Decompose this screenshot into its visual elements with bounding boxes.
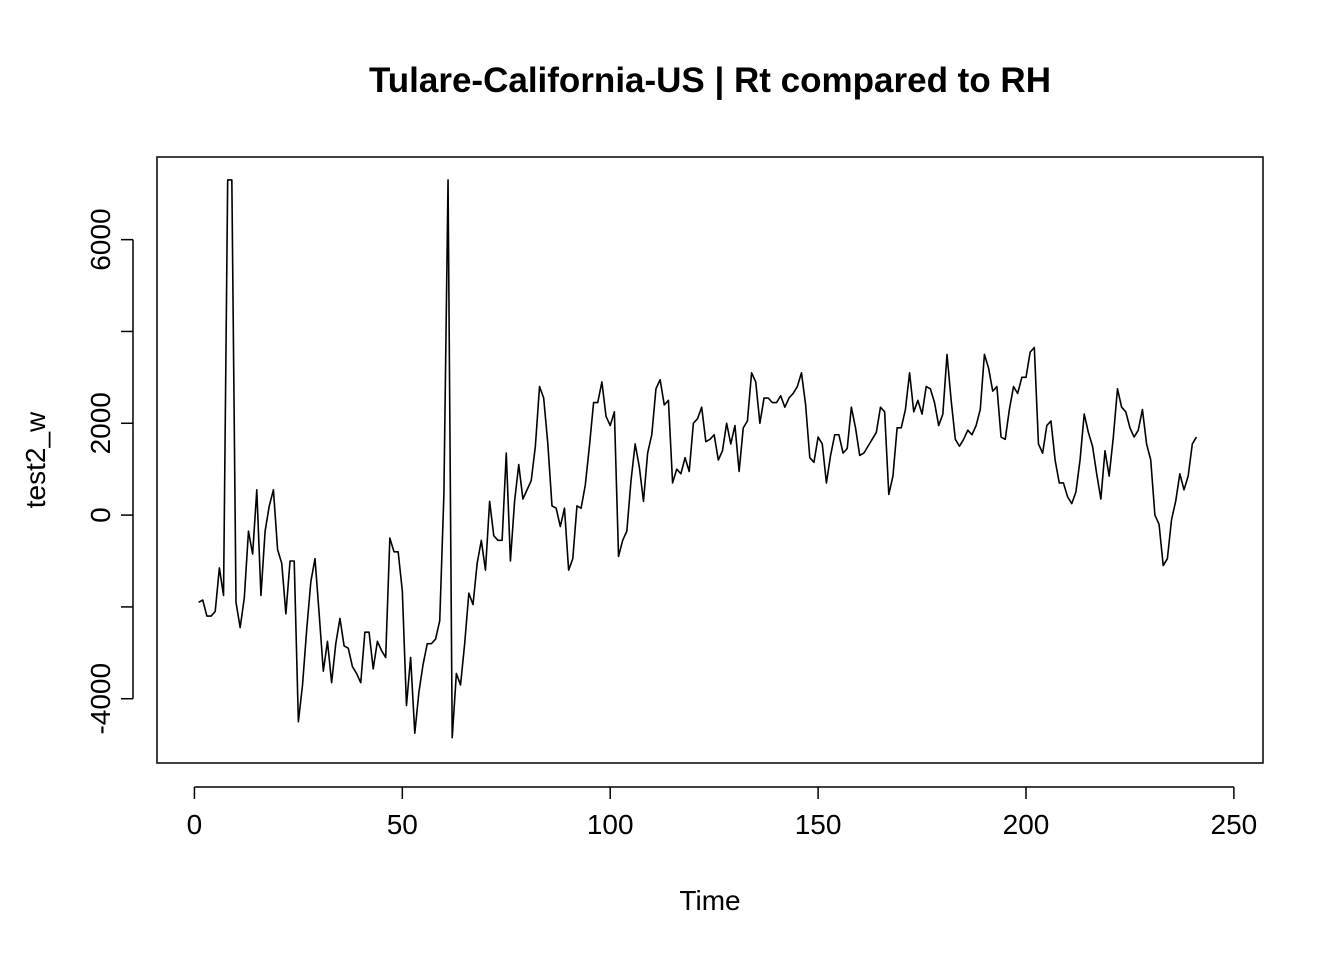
plot-frame xyxy=(156,156,1264,764)
y-tick-label: 2000 xyxy=(85,392,116,454)
chart-title: Tulare-California-US | Rt compared to RH xyxy=(369,61,1051,100)
y-tick-label: 6000 xyxy=(85,208,116,270)
series-layer xyxy=(198,179,1198,739)
x-tick-label: 250 xyxy=(1211,809,1258,840)
x-axis-label: Time xyxy=(679,885,740,916)
y-tick-label: -4000 xyxy=(85,663,116,735)
y-axis-label: test2_w xyxy=(20,411,51,508)
y-tick-label: 0 xyxy=(85,507,116,523)
series-line xyxy=(198,179,1198,739)
x-tick-label: 0 xyxy=(187,809,203,840)
x-tick-label: 50 xyxy=(387,809,418,840)
x-tick-label: 100 xyxy=(587,809,634,840)
y-axis: -4000 0 2000 6000 xyxy=(85,208,134,735)
x-axis: 0 50 100 150 200 250 xyxy=(187,786,1258,840)
x-tick-label: 200 xyxy=(1003,809,1050,840)
x-tick-label: 150 xyxy=(795,809,842,840)
